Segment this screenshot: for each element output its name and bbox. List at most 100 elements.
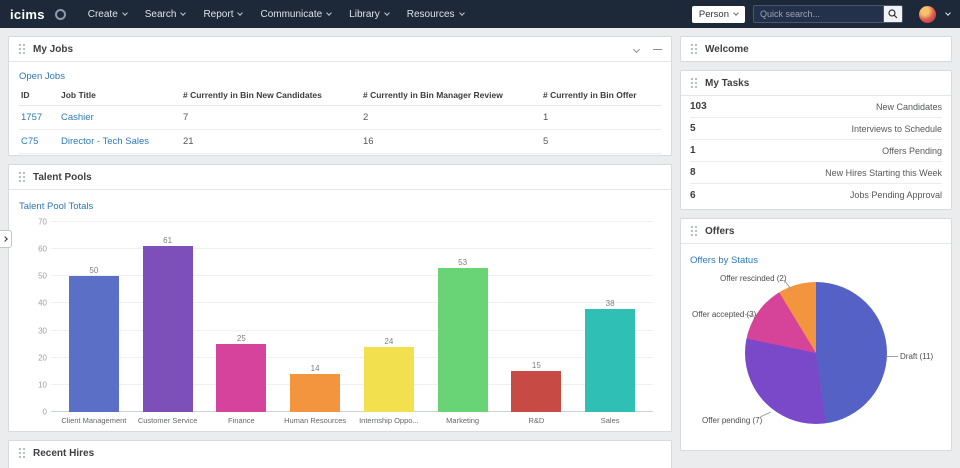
nav-report[interactable]: Report (203, 8, 244, 20)
bar-column: 24 Internship Oppo... (352, 222, 426, 425)
search-icon (888, 9, 898, 19)
bar-value-label: 25 (236, 334, 246, 344)
gridline (51, 221, 653, 222)
task-count: 5 (690, 123, 696, 134)
bin-offer-count: 5 (541, 130, 661, 154)
task-label: Interviews to Schedule (851, 123, 942, 134)
welcome-panel: Welcome (680, 36, 952, 62)
bin-new-count: 7 (181, 106, 361, 130)
col-header-job-title: Job Title (59, 85, 181, 106)
nav-library[interactable]: Library (349, 9, 390, 20)
job-id-link[interactable]: 1757 (19, 106, 59, 130)
nav-resources[interactable]: Resources (407, 9, 465, 20)
y-axis-tick-label: 60 (38, 244, 47, 254)
bar-column: 61 Customer Service (131, 222, 205, 425)
y-axis-tick-label: 50 (38, 271, 47, 281)
user-menu-chevron-icon[interactable] (945, 10, 951, 16)
task-label: Offers Pending (882, 145, 942, 156)
nav-report-label: Report (203, 8, 234, 20)
panel-title: Offers (705, 225, 735, 237)
bar (68, 276, 119, 412)
offers-body: Offers by Status Draft (11) Offer pendin… (681, 244, 951, 458)
nav-communicate[interactable]: Communicate (260, 9, 333, 20)
task-count: 1 (690, 145, 696, 156)
pie-label-draft: Draft (11) (900, 352, 934, 361)
task-count: 103 (690, 101, 707, 112)
offers-panel: Offers Offers by Status Draft (11) Offer… (680, 218, 952, 451)
nav-search-label: Search (144, 8, 177, 20)
search-input[interactable] (754, 6, 883, 22)
main-nav: Create Search Report Communicate Library… (88, 8, 465, 20)
bar-column: 53 Marketing (426, 222, 500, 425)
bar-category-label: Finance (228, 416, 255, 425)
bar (363, 346, 414, 412)
col-header-offer: # Currently in Bin Offer (541, 85, 661, 106)
task-label: Jobs Pending Approval (849, 190, 942, 200)
bar-category-label: Client Management (61, 416, 127, 425)
my-jobs-panel: My Jobs Open Jobs ID Job Title # Current… (8, 36, 672, 156)
bar-category-label: Human Resources (284, 416, 347, 425)
bar-chart-grid: 0 10 20 30 40 50 60 70 (38, 218, 653, 417)
minimize-icon[interactable] (653, 48, 662, 50)
bin-offer-count: 1 (541, 106, 661, 130)
chevron-down-icon (326, 10, 333, 16)
my-tasks-header: My Tasks (681, 71, 951, 96)
bar-column: 50 Client Management (57, 222, 131, 425)
offers-pie-chart: Draft (11) Offer pending (7) Offer accep… (690, 270, 942, 454)
gridline (51, 329, 653, 331)
right-column: Welcome My Tasks 103 New Candidates 5 In (680, 36, 952, 468)
gridline (51, 356, 653, 358)
search-button[interactable] (883, 6, 902, 22)
drag-handle-icon[interactable] (690, 77, 698, 89)
drag-handle-icon[interactable] (18, 171, 26, 183)
chevron-right-icon (1, 236, 8, 242)
offers-by-status-link[interactable]: Offers by Status (690, 255, 758, 266)
user-avatar[interactable] (919, 5, 936, 23)
nav-search[interactable]: Search (144, 8, 187, 20)
chevron-down-icon (180, 10, 187, 16)
drag-handle-icon[interactable] (690, 43, 698, 55)
col-header-new-candidates: # Currently in Bin New Candidates (181, 85, 361, 106)
icims-logo[interactable]: icims (10, 6, 45, 22)
gridline (51, 248, 653, 250)
pie-leader-line (887, 356, 898, 357)
quick-search (753, 5, 903, 23)
offers-pie (745, 282, 887, 424)
drag-handle-icon[interactable] (18, 43, 26, 55)
bin-review-count: 2 (361, 106, 541, 130)
bar-value-label: 15 (531, 361, 541, 371)
task-row: 103 New Candidates (690, 96, 942, 118)
col-header-manager-review: # Currently in Bin Manager Review (361, 85, 541, 106)
y-axis-tick-label: 20 (38, 353, 47, 363)
task-count: 8 (690, 167, 696, 178)
drag-handle-icon[interactable] (18, 447, 26, 459)
bar (290, 374, 341, 412)
open-jobs-link[interactable]: Open Jobs (19, 71, 65, 82)
job-title-link[interactable]: Director - Tech Sales (59, 130, 181, 154)
y-axis-tick-label: 30 (38, 326, 47, 336)
bin-review-count: 16 (361, 130, 541, 154)
job-id-link[interactable]: C75 (19, 130, 59, 154)
talent-pools-bar-chart: 0 10 20 30 40 50 60 70 50 Client Management 61 Cus… (38, 218, 653, 438)
panel-expander[interactable] (0, 230, 12, 248)
bar-chart-columns: 50 Client Management 61 Customer Service 25 F… (51, 222, 653, 425)
y-axis-tick-label: 0 (42, 407, 47, 417)
drag-handle-icon[interactable] (690, 225, 698, 237)
recent-hires-panel: Recent Hires (8, 440, 672, 468)
chevron-down-icon (733, 10, 739, 16)
collapse-icon[interactable] (632, 45, 641, 53)
nav-create[interactable]: Create (88, 9, 128, 20)
dashboard-content: My Jobs Open Jobs ID Job Title # Current… (0, 28, 960, 468)
bar (511, 371, 562, 412)
bar-value-label: 50 (89, 266, 99, 276)
bin-new-count: 21 (181, 130, 361, 154)
bar (216, 344, 267, 412)
my-jobs-body: Open Jobs ID Job Title # Currently in Bi… (9, 62, 671, 160)
job-title-link[interactable]: Cashier (59, 106, 181, 130)
talent-pools-body: Talent Pool Totals 0 10 20 30 40 50 60 70 50 Cli… (9, 190, 671, 442)
pie-leader-line (760, 411, 771, 418)
search-scope-dropdown[interactable]: Person (691, 5, 745, 23)
talent-pool-totals-link[interactable]: Talent Pool Totals (19, 201, 94, 212)
y-axis-tick-label: 40 (38, 298, 47, 308)
